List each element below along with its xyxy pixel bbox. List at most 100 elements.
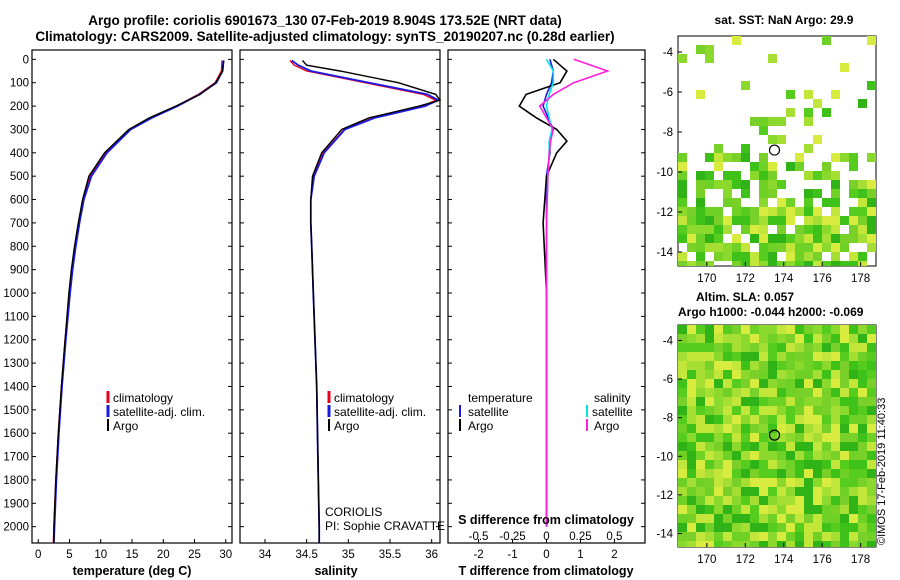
map-cell	[795, 162, 804, 171]
map-cell	[795, 469, 804, 478]
map-cell	[858, 252, 867, 261]
map-cell	[858, 361, 867, 370]
map-cell	[768, 180, 777, 189]
map-cell	[714, 352, 723, 361]
map-cell	[714, 496, 723, 505]
map-cell	[777, 135, 786, 144]
map-cell	[813, 415, 822, 424]
map-cell	[759, 207, 768, 216]
difference-depth-ticks	[448, 58, 645, 528]
map-cell	[777, 361, 786, 370]
map-cell	[714, 243, 723, 252]
map-cell	[768, 261, 777, 266]
map-cell	[831, 153, 840, 162]
map-cell	[822, 523, 831, 532]
map-cell	[750, 523, 759, 532]
map-cell	[804, 397, 813, 406]
map-cell	[750, 532, 759, 541]
x-tick-label: 15	[126, 549, 139, 561]
map-cell	[858, 523, 867, 532]
map-cell	[732, 406, 741, 415]
map-cell	[813, 216, 822, 225]
map-cell	[858, 198, 867, 207]
profile-line-argo	[301, 60, 442, 543]
map-cell	[777, 433, 786, 442]
map-cell	[750, 325, 759, 334]
map-cell	[678, 469, 687, 478]
map-cell	[831, 171, 840, 180]
depth-tick-label: 800	[10, 241, 29, 253]
legend-temperature-header: temperature	[468, 391, 533, 405]
map-cell	[678, 189, 687, 198]
map-cell	[786, 216, 795, 225]
map-cell	[768, 343, 777, 352]
map-y-tick-label: -14	[656, 247, 673, 259]
map-cell	[867, 325, 876, 334]
depth-tick-label: 2000	[3, 522, 29, 534]
map-cell	[759, 126, 768, 135]
map-cell	[786, 352, 795, 361]
map-cell	[687, 496, 696, 505]
map-cell	[723, 541, 732, 547]
x-tick-label: 35	[342, 549, 355, 561]
map-cell	[840, 406, 849, 415]
map-cell	[723, 180, 732, 189]
map-cell	[795, 505, 804, 514]
map-cell	[858, 532, 867, 541]
map-cell	[759, 532, 768, 541]
map-cell	[840, 334, 849, 343]
map-cell	[750, 171, 759, 180]
map-cell	[768, 460, 777, 469]
map-cell	[750, 207, 759, 216]
map-cell	[732, 451, 741, 460]
map-cell	[777, 117, 786, 126]
x-tick-label: 5	[66, 549, 72, 561]
map-cell	[831, 325, 840, 334]
map-cell	[723, 171, 732, 180]
map-cell	[714, 388, 723, 397]
map-cell	[696, 189, 705, 198]
difference-legend: temperature satellite Argo salinity sate…	[459, 391, 633, 433]
map-cell	[759, 433, 768, 442]
map-cell	[714, 162, 723, 171]
map-cell	[759, 361, 768, 370]
map-cell	[768, 162, 777, 171]
sla-map-title: Altim. SLA: 0.057	[695, 290, 795, 304]
map-cell	[849, 352, 858, 361]
map-cell	[732, 325, 741, 334]
map-cell	[840, 352, 849, 361]
map-cell	[741, 496, 750, 505]
map-cell	[822, 397, 831, 406]
map-cell	[759, 117, 768, 126]
map-cell	[750, 424, 759, 433]
map-cell	[822, 424, 831, 433]
map-cell	[831, 343, 840, 352]
map-cell	[822, 532, 831, 541]
map-cell	[696, 478, 705, 487]
map-cell	[705, 496, 714, 505]
map-cell	[678, 379, 687, 388]
map-cell	[840, 370, 849, 379]
salinity-legend: climatology satellite-adj. clim. Argo	[327, 391, 426, 433]
map-cell	[813, 252, 822, 261]
map-cell	[867, 189, 876, 198]
map-cell	[768, 252, 777, 261]
sla-map-cells	[678, 325, 876, 547]
map-cell	[849, 424, 858, 433]
map-cell	[786, 379, 795, 388]
map-cell	[822, 478, 831, 487]
map-cell	[759, 496, 768, 505]
map-cell	[867, 343, 876, 352]
difference-panel: -2 -1 0 1 2 -0.5 -0.25 0 0.25 0.5 temperature sat…	[447, 49, 646, 578]
map-cell	[741, 343, 750, 352]
map-cell	[795, 352, 804, 361]
map-cell	[759, 171, 768, 180]
map-cell	[678, 388, 687, 397]
map-cell	[723, 415, 732, 424]
map-cell	[777, 388, 786, 397]
map-cell	[804, 379, 813, 388]
map-cell	[678, 523, 687, 532]
map-cell	[813, 451, 822, 460]
map-cell	[750, 433, 759, 442]
map-cell	[840, 451, 849, 460]
